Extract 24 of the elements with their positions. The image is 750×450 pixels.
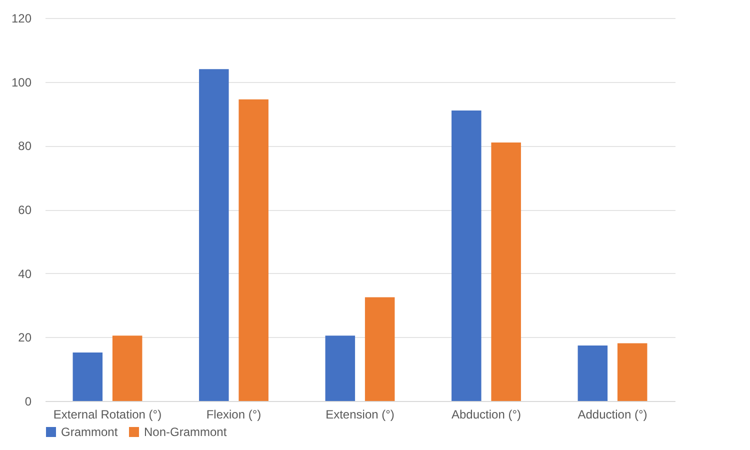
x-tick-label: Extension (°) <box>326 408 394 422</box>
y-tick-label: 60 <box>18 203 32 217</box>
x-tick-label: Adduction (°) <box>578 408 648 422</box>
bar <box>452 110 482 401</box>
bar <box>617 343 648 401</box>
x-tick-label: Flexion (°) <box>206 408 262 422</box>
y-tick-label: 40 <box>18 266 32 281</box>
legend-label: Non-Grammont <box>144 425 228 439</box>
x-tick-label: External Rotation (°) <box>53 408 162 422</box>
y-tick-label: 80 <box>18 139 32 154</box>
bar <box>238 99 268 401</box>
bar <box>491 142 521 401</box>
y-tick-label: 100 <box>11 75 32 90</box>
bar <box>364 297 395 401</box>
y-tick-label: 120 <box>11 12 32 26</box>
y-tick-label: 0 <box>24 394 32 408</box>
y-tick-label: 20 <box>18 330 32 345</box>
bar <box>112 336 142 401</box>
x-tick-label: Abduction (°) <box>452 408 522 422</box>
legend-label: Grammont <box>61 425 118 439</box>
bar <box>578 345 608 401</box>
bar <box>72 352 103 401</box>
bar <box>325 336 356 401</box>
bar <box>199 69 229 401</box>
